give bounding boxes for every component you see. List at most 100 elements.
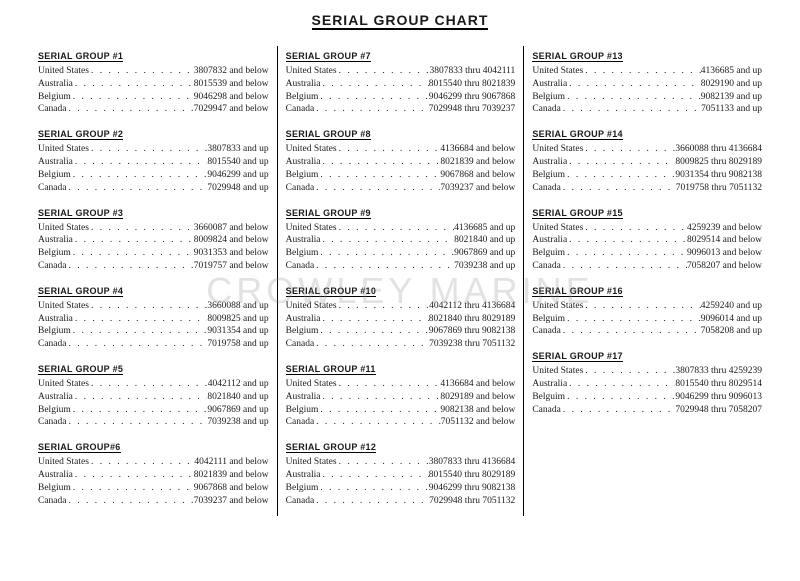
serial-row: United States3660088 thru 4136684 <box>532 143 762 156</box>
serial-value: 7051133 and up <box>701 103 762 116</box>
serial-value: 8009825 and up <box>207 313 268 326</box>
serial-value: 9046299 and up <box>207 169 268 182</box>
serial-value: 9082139 and up <box>701 91 762 104</box>
country-label: United States <box>38 65 89 78</box>
country-label: Australia <box>532 234 567 247</box>
group-header: SERIAL GROUP #1 <box>38 51 123 62</box>
dot-leader <box>89 222 194 235</box>
serial-row: Belgium9046298 and below <box>38 91 269 104</box>
group-header: SERIAL GROUP #15 <box>532 208 623 219</box>
country-label: Australia <box>38 469 73 482</box>
serial-value: 8029189 and below <box>440 391 515 404</box>
serial-row: Canada7051133 and up <box>532 103 762 116</box>
serial-row: Australia8029189 and below <box>286 391 516 404</box>
country-label: Australia <box>286 234 321 247</box>
serial-value: 7029948 thru 7039237 <box>429 103 516 116</box>
serial-row: United States4136685 and up <box>532 65 762 78</box>
serial-group: SERIAL GROUP #15United States4259239 and… <box>532 203 762 273</box>
dot-leader <box>583 300 700 313</box>
serial-row: Canada7058208 and up <box>532 325 762 338</box>
serial-row: United States 3807833 thru 4136684 <box>286 456 516 469</box>
serial-value: 7039238 thru 7051132 <box>429 338 515 351</box>
serial-value: 4042112 and up <box>208 378 269 391</box>
serial-row: Canada7029948 and up <box>38 182 269 195</box>
group-header: SERIAL GROUP #5 <box>38 364 123 375</box>
serial-value: 7039237 and below <box>194 495 269 508</box>
serial-value: 8015540 thru 8029189 <box>429 469 516 482</box>
dot-leader <box>73 78 194 91</box>
serial-row: Belgium9046299 thru 9067868 <box>286 91 516 104</box>
dot-leader <box>337 65 430 78</box>
serial-row: Australia8015539 and below <box>38 78 269 91</box>
serial-row: Belgium9031354 and up <box>38 325 269 338</box>
serial-value: 8015540 thru 8021839 <box>429 78 516 91</box>
country-label: Australia <box>38 156 73 169</box>
dot-leader <box>337 300 430 313</box>
country-label: Australia <box>286 469 321 482</box>
serial-value: 9031354 thru 9082138 <box>675 169 762 182</box>
columns-container: SERIAL GROUP #1 United States3807832 and … <box>30 46 770 516</box>
serial-row: United States3807833 and up <box>38 143 269 156</box>
dot-leader <box>561 260 687 273</box>
serial-value: 4259239 and below <box>687 222 762 235</box>
serial-group: SERIAL GROUP #2United States3807833 and … <box>38 124 269 194</box>
group-header: SERIAL GROUP #17 <box>532 351 623 362</box>
serial-value: 8021840 and up <box>454 234 515 247</box>
dot-leader <box>89 378 208 391</box>
country-label: Australia <box>532 156 567 169</box>
dot-leader <box>314 103 429 116</box>
serial-row: United States3807832 and below <box>38 65 269 78</box>
serial-value: 8021839 and below <box>194 469 269 482</box>
dot-leader <box>314 338 429 351</box>
country-label: United States <box>286 300 337 313</box>
dot-leader <box>314 416 441 429</box>
dot-leader <box>71 325 208 338</box>
dot-leader <box>318 169 440 182</box>
dot-leader <box>321 391 441 404</box>
country-label: Belguim <box>532 247 565 260</box>
serial-row: Belgium9046299 and up <box>38 169 269 182</box>
dot-leader <box>321 313 429 326</box>
serial-value: 8029514 and below <box>687 234 762 247</box>
serial-group: SERIAL GROUP #10United States4042112 thr… <box>286 281 516 351</box>
serial-value: 7039238 and up <box>454 260 515 273</box>
serial-value: 9067869 thru 9082138 <box>429 325 516 338</box>
dot-leader <box>321 78 429 91</box>
dot-leader <box>567 156 675 169</box>
serial-row: Australia 8015540 thru 8029189 <box>286 469 516 482</box>
serial-value: 7029948 thru 7051132 <box>429 495 515 508</box>
group-header: SERIAL GROUP #14 <box>532 129 623 140</box>
country-label: Canada <box>286 260 315 273</box>
serial-value: 4042112 thru 4136684 <box>429 300 515 313</box>
country-label: Canada <box>532 325 561 338</box>
dot-leader <box>71 404 208 417</box>
serial-group: SERIAL GROUP #12United States3807833 thr… <box>286 437 516 507</box>
serial-row: Australia8021840 and up <box>38 391 269 404</box>
serial-row: United States3660087 and below <box>38 222 269 235</box>
dot-leader <box>583 222 687 235</box>
country-label: United States <box>286 456 337 469</box>
dot-leader <box>337 143 441 156</box>
page-title: SERIAL GROUP CHART <box>312 12 489 30</box>
dot-leader <box>565 91 701 104</box>
dot-leader <box>561 103 701 116</box>
country-label: Belgium <box>286 404 319 417</box>
country-label: Canada <box>286 338 315 351</box>
serial-group: SERIAL GROUP #7United States3807833 thru… <box>286 46 516 116</box>
serial-value: 9096013 and below <box>687 247 762 260</box>
serial-value: 8015540 thru 8029514 <box>675 378 762 391</box>
dot-leader <box>561 404 676 417</box>
group-header: SERIAL GROUP #4 <box>38 286 123 297</box>
serial-group: SERIAL GROUP #4United States3660088 and … <box>38 281 269 351</box>
country-label: Belgium <box>286 169 319 182</box>
country-label: Canada <box>38 495 67 508</box>
serial-value: 4042111 and below <box>194 456 268 469</box>
serial-value: 9082138 and below <box>440 404 515 417</box>
country-label: Canada <box>532 404 561 417</box>
serial-value: 3807833 thru 4136684 <box>429 456 516 469</box>
country-label: Australia <box>38 313 73 326</box>
serial-row: Australia8015540 thru 8021839 <box>286 78 516 91</box>
dot-leader <box>318 247 454 260</box>
dot-leader <box>565 247 687 260</box>
dot-leader <box>567 234 687 247</box>
